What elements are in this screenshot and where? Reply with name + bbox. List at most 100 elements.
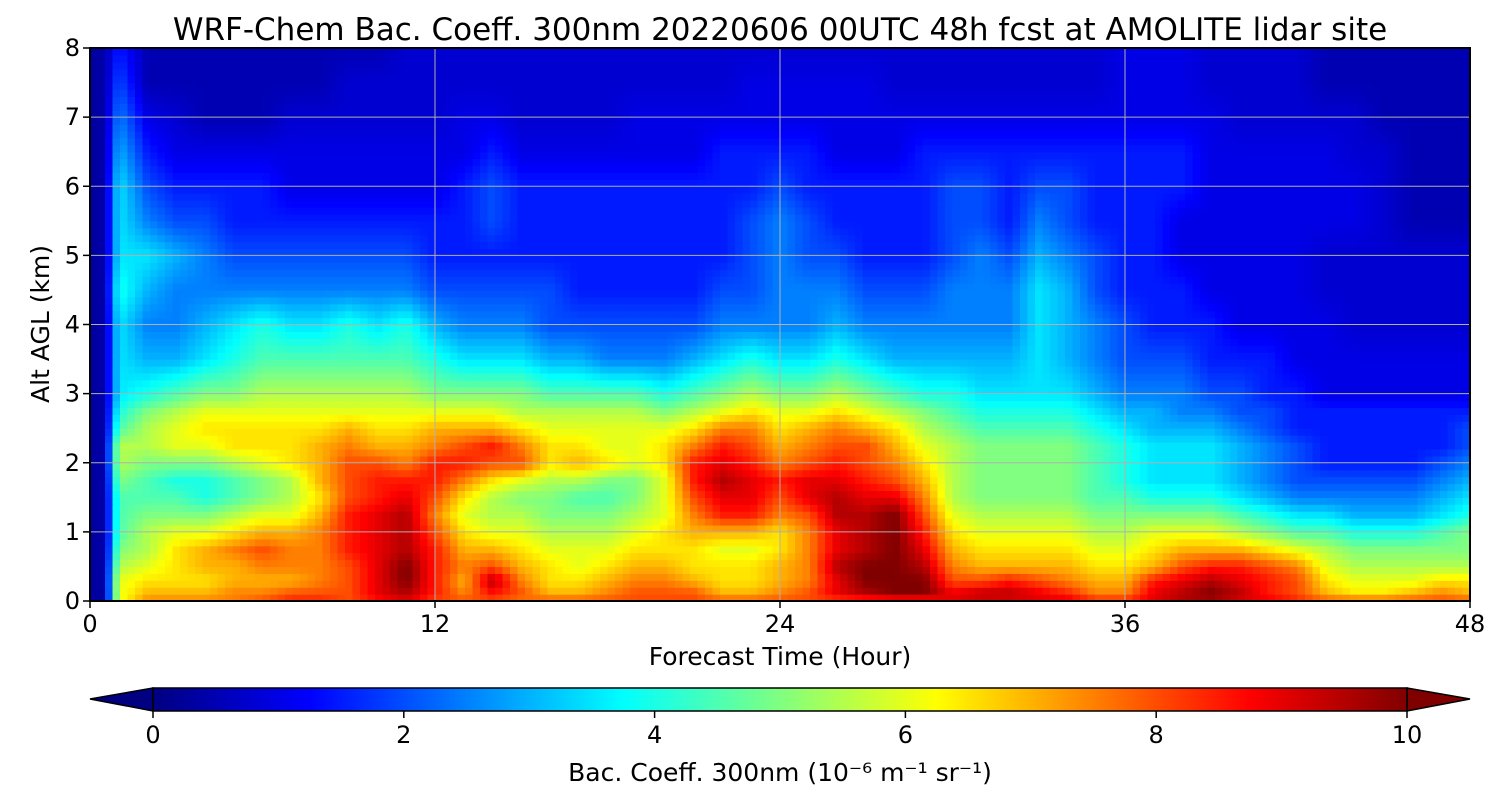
heatmap-cell bbox=[1447, 504, 1456, 512]
heatmap-cell bbox=[660, 504, 669, 512]
heatmap-cell bbox=[1012, 573, 1021, 581]
heatmap-cell bbox=[1402, 497, 1411, 505]
heatmap-cell bbox=[982, 545, 991, 554]
heatmap-cell bbox=[307, 538, 316, 547]
heatmap-cell bbox=[240, 448, 249, 457]
heatmap-cell bbox=[1200, 504, 1209, 512]
heatmap-cell bbox=[975, 559, 984, 568]
heatmap-cell bbox=[1267, 566, 1276, 574]
heatmap-cell bbox=[397, 421, 406, 429]
heatmap-cell bbox=[1215, 448, 1224, 457]
heatmap-cell bbox=[127, 545, 136, 554]
heatmap-cell bbox=[187, 469, 196, 478]
heatmap-cell bbox=[645, 518, 654, 526]
heatmap-cell bbox=[1290, 538, 1299, 547]
heatmap-cell bbox=[772, 580, 781, 588]
heatmap-cell bbox=[457, 462, 466, 471]
heatmap-cell bbox=[232, 504, 241, 512]
heatmap-cell bbox=[735, 497, 744, 505]
heatmap-cell bbox=[982, 594, 991, 601]
heatmap-cell bbox=[1200, 511, 1209, 519]
heatmap-cell bbox=[547, 483, 556, 491]
heatmap-cell bbox=[457, 497, 466, 505]
heatmap-cell bbox=[435, 531, 444, 540]
heatmap-cell bbox=[525, 594, 534, 601]
heatmap-cell bbox=[900, 531, 909, 540]
heatmap-cell bbox=[225, 407, 234, 415]
heatmap-cell bbox=[420, 476, 429, 485]
heatmap-cell bbox=[1380, 531, 1389, 540]
heatmap-cell bbox=[1282, 545, 1291, 554]
heatmap-cell bbox=[712, 448, 721, 457]
heatmap-cell bbox=[847, 455, 856, 464]
heatmap-cell bbox=[555, 469, 564, 478]
heatmap-cell bbox=[465, 462, 474, 471]
heatmap-cell bbox=[802, 462, 811, 471]
heatmap-cell bbox=[525, 497, 534, 505]
heatmap-cell bbox=[1132, 511, 1141, 519]
heatmap-cell bbox=[1177, 476, 1186, 485]
heatmap-cell bbox=[180, 511, 189, 519]
heatmap-cell bbox=[142, 421, 151, 429]
heatmap-cell bbox=[1192, 476, 1201, 485]
heatmap-cell bbox=[1365, 573, 1374, 581]
heatmap-cell bbox=[577, 442, 586, 450]
heatmap-cell bbox=[277, 497, 286, 505]
heatmap-cell bbox=[982, 573, 991, 581]
heatmap-cell bbox=[825, 580, 834, 588]
heatmap-cell bbox=[1192, 573, 1201, 581]
heatmap-cell bbox=[1297, 524, 1306, 533]
heatmap-cell bbox=[112, 497, 121, 505]
heatmap-cell bbox=[247, 504, 256, 512]
heatmap-cell bbox=[172, 469, 181, 478]
heatmap-cell bbox=[1402, 414, 1411, 422]
heatmap-cell bbox=[337, 504, 346, 512]
heatmap-cell bbox=[202, 524, 211, 533]
heatmap-cell bbox=[472, 566, 481, 574]
heatmap-cell bbox=[720, 518, 729, 526]
heatmap-cell bbox=[142, 476, 151, 485]
heatmap-cell bbox=[165, 573, 174, 581]
heatmap-cell bbox=[1365, 421, 1374, 429]
heatmap-cell bbox=[345, 518, 354, 526]
heatmap-cell bbox=[225, 594, 234, 601]
heatmap-cell bbox=[532, 448, 541, 457]
heatmap-cell bbox=[915, 538, 924, 547]
heatmap-cell bbox=[465, 594, 474, 601]
heatmap-cell bbox=[1125, 490, 1134, 498]
heatmap-cell bbox=[862, 428, 871, 436]
heatmap-cell bbox=[450, 524, 459, 533]
heatmap-cell bbox=[127, 428, 136, 436]
heatmap-cell bbox=[1192, 455, 1201, 464]
heatmap-cell bbox=[1162, 518, 1171, 526]
heatmap-cell bbox=[1072, 428, 1081, 436]
heatmap-cell bbox=[967, 448, 976, 457]
heatmap-cell bbox=[262, 462, 271, 471]
heatmap-cell bbox=[1425, 435, 1434, 443]
heatmap-cell bbox=[1087, 490, 1096, 498]
heatmap-cell bbox=[487, 483, 496, 491]
heatmap-cell bbox=[165, 462, 174, 471]
heatmap-cell bbox=[1192, 469, 1201, 478]
heatmap-cell bbox=[787, 566, 796, 574]
heatmap-cell bbox=[1305, 483, 1314, 491]
heatmap-cell bbox=[1312, 414, 1321, 422]
heatmap-cell bbox=[847, 559, 856, 568]
heatmap-cell bbox=[915, 490, 924, 498]
heatmap-cell bbox=[157, 538, 166, 547]
heatmap-cell bbox=[1140, 462, 1149, 471]
heatmap-cell bbox=[1177, 483, 1186, 491]
heatmap-cell bbox=[1432, 531, 1441, 540]
heatmap-cell bbox=[1050, 587, 1059, 595]
heatmap-cell bbox=[1245, 566, 1254, 574]
heatmap-cell bbox=[1342, 545, 1351, 554]
heatmap-cell bbox=[1207, 594, 1216, 601]
heatmap-cell bbox=[532, 455, 541, 464]
heatmap-cell bbox=[750, 573, 759, 581]
heatmap-cell bbox=[1215, 490, 1224, 498]
heatmap-cell bbox=[960, 421, 969, 429]
heatmap-cell bbox=[997, 504, 1006, 512]
heatmap-cell bbox=[240, 573, 249, 581]
heatmap-cell bbox=[832, 469, 841, 478]
heatmap-cell bbox=[1447, 490, 1456, 498]
